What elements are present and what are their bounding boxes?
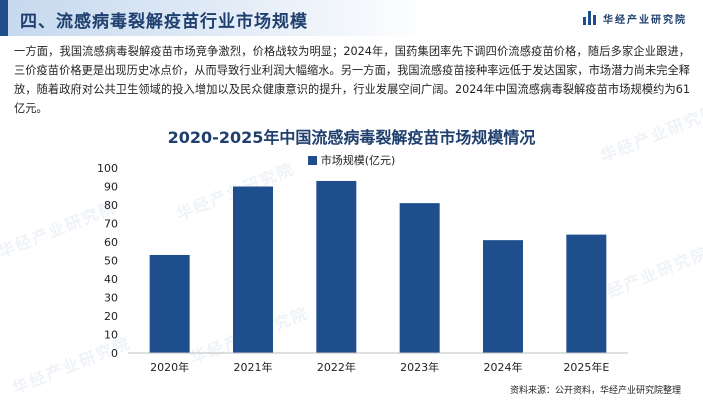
y-tick-label: 90 [104,181,118,194]
header-background [0,0,430,36]
intro-paragraph: 一方面，我国流感病毒裂解疫苗市场竞争激烈，价格战较为明显；2024年，国药集团率… [14,45,690,115]
y-tick-label: 0 [111,347,118,360]
source-note: 资料来源：公开资料，华经产业研究院整理 [509,386,681,396]
legend-label: 市场规模(亿元) [320,154,396,167]
y-tick-label: 10 [104,329,118,342]
brand: 华经产业研究院 [583,9,687,27]
x-tick-label: 2023年 [400,360,439,374]
legend-swatch [307,155,317,165]
x-tick-label: 2022年 [317,360,356,374]
bar [233,186,273,353]
x-tick-label: 2021年 [234,360,273,374]
bar [483,240,523,353]
y-tick-label: 50 [104,255,118,268]
y-tick-label: 40 [104,273,118,286]
brand-name: 华经产业研究院 [603,14,687,26]
bar [566,234,607,353]
y-tick-label: 100 [97,162,118,175]
x-tick-label: 2020年 [150,360,189,374]
y-tick-label: 60 [104,236,118,249]
chart-legend: 市场规模(亿元) [0,152,703,168]
header-accent-bar [0,0,8,36]
y-tick-label: 20 [104,310,118,323]
bar [316,180,357,353]
bar [399,203,440,353]
brand-logo-icon [583,11,597,25]
y-tick-label: 70 [104,218,118,231]
page-title: 四、流感病毒裂解疫苗行业市场规模 [20,12,308,32]
y-tick-label: 30 [104,292,118,305]
x-tick-label: 2024年 [484,360,523,374]
y-tick-label: 80 [104,199,118,212]
header: 四、流感病毒裂解疫苗行业市场规模 [0,0,703,36]
bar [149,254,190,353]
chart-title: 2020-2025年中国流感病毒裂解疫苗市场规模情况 [167,128,536,147]
x-tick-label: 2025年E [563,360,609,374]
